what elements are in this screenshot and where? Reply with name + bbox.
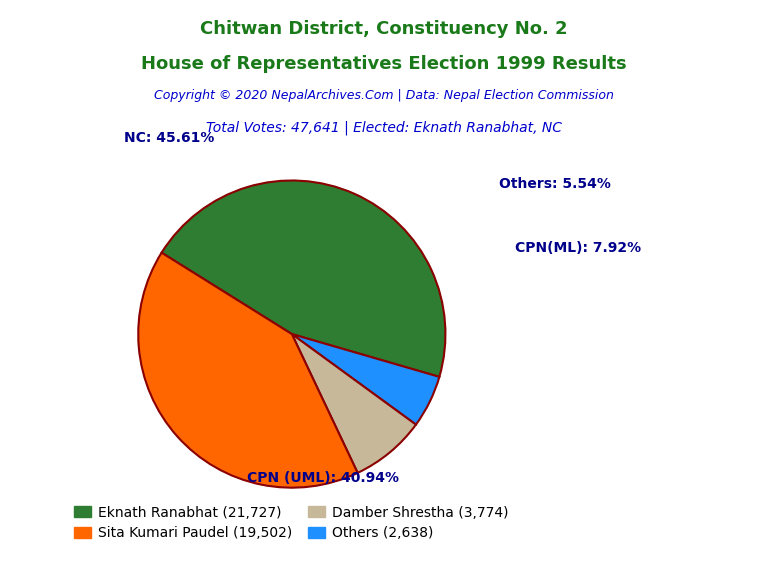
Text: CPN (UML): 40.94%: CPN (UML): 40.94% <box>247 471 399 485</box>
Text: Total Votes: 47,641 | Elected: Eknath Ranabhat, NC: Total Votes: 47,641 | Elected: Eknath Ra… <box>206 121 562 135</box>
Wedge shape <box>161 180 445 377</box>
Wedge shape <box>138 253 358 488</box>
Text: House of Representatives Election 1999 Results: House of Representatives Election 1999 R… <box>141 55 627 73</box>
Legend: Eknath Ranabhat (21,727), Sita Kumari Paudel (19,502), Damber Shrestha (3,774), : Eknath Ranabhat (21,727), Sita Kumari Pa… <box>68 500 514 546</box>
Text: Chitwan District, Constituency No. 2: Chitwan District, Constituency No. 2 <box>200 20 568 38</box>
Text: Others: 5.54%: Others: 5.54% <box>499 177 611 191</box>
Wedge shape <box>292 334 416 473</box>
Text: CPN(ML): 7.92%: CPN(ML): 7.92% <box>515 241 641 255</box>
Text: NC: 45.61%: NC: 45.61% <box>124 131 214 145</box>
Wedge shape <box>292 334 439 425</box>
Text: Copyright © 2020 NepalArchives.Com | Data: Nepal Election Commission: Copyright © 2020 NepalArchives.Com | Dat… <box>154 89 614 103</box>
